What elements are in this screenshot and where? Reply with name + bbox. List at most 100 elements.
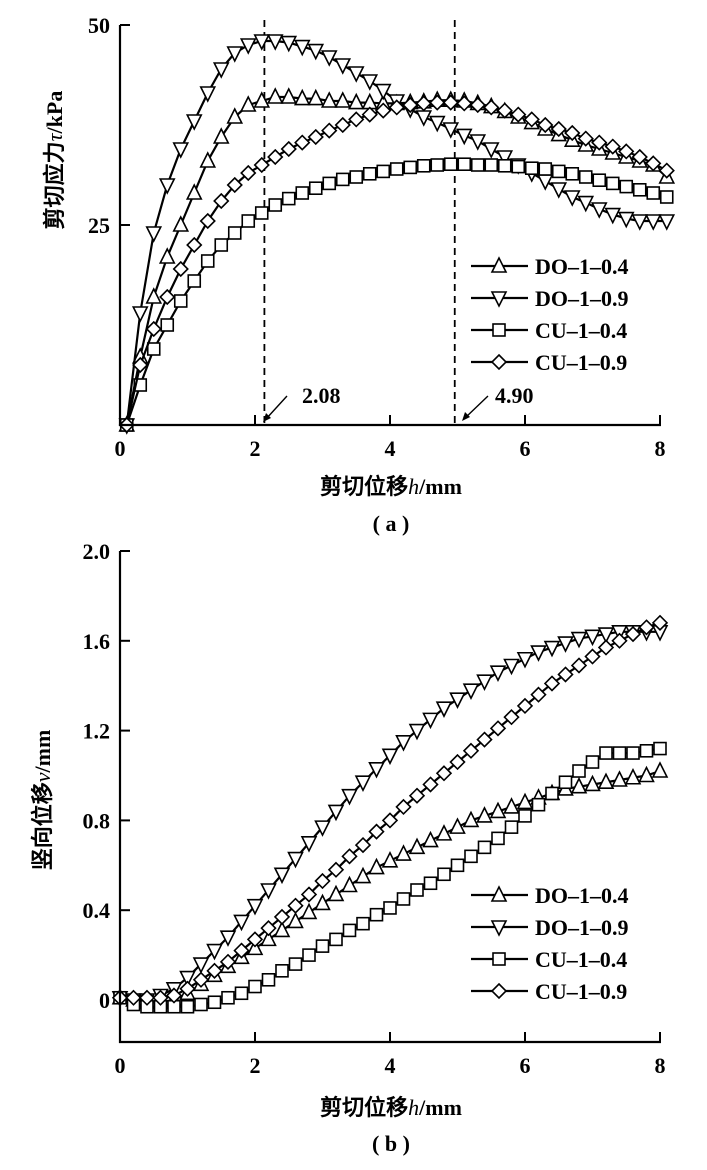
ticks-a: 0 2 4 6 8 25 50	[88, 13, 666, 461]
data-point	[449, 753, 466, 771]
y-tick-label: 50	[88, 13, 110, 38]
data-point	[287, 911, 304, 929]
data-point	[159, 288, 176, 306]
y-tick-label: 1.2	[83, 719, 111, 744]
data-point	[145, 320, 162, 338]
data-point	[617, 211, 635, 229]
data-point	[410, 883, 424, 897]
data-point	[570, 631, 588, 649]
y-axis-label-a: 剪切应力τ/kPa	[42, 91, 67, 230]
data-point	[578, 170, 593, 184]
x-tick-label: 8	[655, 1053, 666, 1078]
data-point	[523, 111, 540, 128]
data-point	[300, 886, 318, 903]
data-point	[321, 122, 338, 139]
series-cu-1-0.9	[111, 614, 669, 1006]
legend-marker	[492, 323, 506, 337]
data-point	[253, 91, 271, 108]
data-point	[354, 836, 372, 854]
data-point	[146, 342, 161, 356]
data-point	[226, 46, 244, 63]
data-point	[226, 107, 244, 124]
data-point	[260, 883, 277, 900]
data-point	[280, 140, 297, 158]
data-point	[482, 142, 500, 159]
data-point	[430, 158, 445, 172]
data-point	[551, 164, 566, 179]
x-tick-label: 0	[115, 436, 126, 461]
data-point	[545, 786, 559, 801]
data-point	[342, 923, 357, 938]
data-point	[631, 148, 648, 166]
data-point	[212, 127, 230, 144]
x-tick-label: 6	[520, 1053, 531, 1078]
data-point	[307, 128, 324, 146]
legend-label: DO–1–0.9	[535, 915, 629, 940]
data-point	[457, 157, 472, 171]
data-point	[415, 95, 432, 112]
data-point	[510, 106, 527, 123]
x-tick-label: 2	[250, 1053, 261, 1078]
legend-label: DO–1–0.9	[535, 286, 629, 311]
data-point	[192, 957, 210, 974]
data-point	[464, 849, 478, 864]
chart-a: 0 2 4 6 8 25 50 2.08 4.90 剪切应力τ/kPa 剪切位移h/mm (…	[42, 13, 676, 536]
data-point	[314, 820, 331, 837]
data-point	[206, 962, 223, 979]
data-point	[199, 151, 217, 168]
data-point	[469, 96, 486, 114]
data-point	[496, 102, 513, 119]
data-point	[597, 627, 615, 644]
data-point	[375, 102, 392, 119]
data-point	[172, 215, 190, 232]
data-point	[260, 920, 277, 937]
x-axis-label-a: 剪切位移h/mm	[320, 474, 462, 499]
data-point	[187, 274, 202, 288]
data-point	[308, 181, 323, 195]
data-point	[125, 989, 142, 1006]
data-point	[584, 629, 601, 647]
data-point	[624, 767, 642, 785]
data-point	[585, 755, 600, 769]
data-point	[349, 170, 364, 184]
data-point	[334, 91, 352, 108]
data-point	[362, 167, 377, 181]
data-point	[503, 797, 520, 814]
data-point	[395, 798, 412, 816]
series-cu-1-0.4	[119, 157, 674, 432]
data-point	[322, 176, 337, 191]
data-point	[334, 116, 351, 134]
annotation-label-4-90: 4.90	[495, 383, 534, 408]
data-point	[402, 96, 419, 114]
data-point	[266, 87, 284, 104]
data-point	[597, 639, 615, 656]
data-point	[334, 58, 352, 75]
data-point	[503, 658, 520, 676]
data-point	[240, 164, 257, 182]
data-point	[429, 94, 446, 111]
data-point	[280, 35, 298, 53]
ticks-b: 0 2 4 6 8 0 0.4 0.8 1.2 1.6 2.0	[83, 539, 666, 1078]
data-point	[476, 731, 493, 748]
data-point	[219, 930, 237, 947]
data-point	[226, 176, 243, 194]
data-point	[347, 66, 365, 83]
legend-item: CU–1–0.9	[471, 350, 627, 375]
data-point	[403, 160, 418, 175]
data-point	[612, 746, 627, 760]
data-point	[455, 128, 473, 146]
data-point	[516, 697, 534, 715]
data-point	[354, 775, 372, 793]
data-point	[590, 202, 608, 219]
data-point	[212, 62, 230, 79]
data-point	[483, 99, 500, 116]
data-point	[570, 657, 588, 674]
data-point	[476, 674, 493, 691]
data-point	[538, 162, 553, 176]
x-tick-label: 0	[115, 1053, 126, 1078]
data-point	[631, 214, 649, 231]
data-point	[442, 94, 459, 111]
data-point	[646, 186, 661, 200]
data-point	[557, 666, 574, 683]
